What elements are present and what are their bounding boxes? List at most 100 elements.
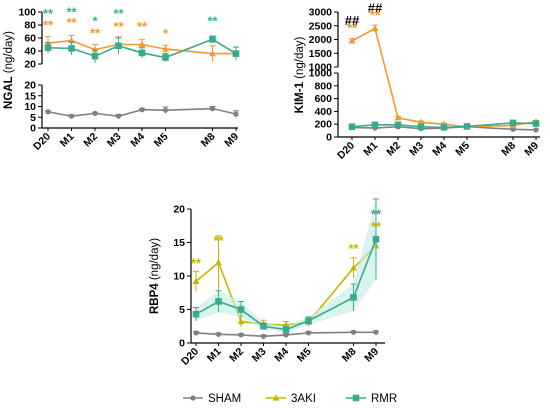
y-tick-label: 600 — [314, 93, 332, 105]
y-tick-label: 15 — [24, 90, 36, 102]
significance-annotation: ** — [348, 241, 359, 256]
x-tick-label: M5 — [295, 346, 314, 365]
data-point — [193, 330, 199, 336]
y-tick-label: 20 — [24, 59, 36, 71]
significance-annotation: ** — [43, 18, 54, 33]
legend-entry-rmr: RMR — [346, 393, 397, 405]
significance-annotation: ** — [347, 20, 358, 35]
y-tick-label: 0 — [326, 132, 332, 144]
data-point — [532, 120, 540, 127]
data-point — [238, 332, 244, 338]
x-tick-label: M4 — [430, 140, 449, 159]
data-point — [372, 235, 380, 243]
data-point — [45, 109, 51, 115]
x-tick-label: M2 — [81, 131, 100, 150]
series-line-sham — [195, 331, 376, 338]
data-point — [371, 121, 379, 129]
data-point — [44, 44, 52, 52]
series-line-rmr — [47, 38, 237, 59]
legend-marker — [190, 395, 196, 401]
data-point — [282, 326, 290, 333]
x-tick-label: M4 — [272, 346, 291, 365]
data-point — [260, 333, 267, 339]
y-tick-label: 10 — [24, 101, 36, 113]
significance-annotation: * — [163, 26, 169, 41]
y-tick-label: 800 — [314, 80, 332, 92]
data-point — [237, 317, 245, 325]
data-point — [162, 54, 169, 61]
data-point — [350, 294, 357, 301]
y-axis-label-unit: (ng/day) — [149, 238, 161, 284]
series-rmr — [44, 35, 240, 63]
significance-annotation: ** — [113, 19, 124, 34]
series-3aki — [348, 24, 540, 130]
significance-annotation: ** — [66, 15, 77, 30]
data-point — [209, 106, 216, 112]
y-axis-label-unit: (ng/day) — [294, 36, 306, 82]
data-point — [138, 40, 146, 48]
significance-annotation: ** — [90, 25, 101, 40]
series-sham — [193, 329, 379, 339]
x-tick-label: M9 — [362, 346, 381, 365]
data-point — [192, 310, 200, 318]
y-tick-label: 400 — [314, 106, 332, 118]
data-point — [115, 42, 122, 50]
significance-annotation: ** — [207, 14, 218, 29]
series-line-rmr — [195, 238, 377, 331]
data-point — [232, 50, 240, 57]
y-tick-label: 1000 — [309, 68, 333, 80]
x-tick-label: M5 — [453, 140, 472, 159]
data-point — [138, 49, 146, 57]
data-point — [209, 36, 216, 43]
y-axis-label: RBP4 (ng/day) — [149, 238, 161, 314]
significance-annotation: ** — [137, 19, 148, 34]
data-point — [260, 322, 267, 330]
y-tick-label: 40 — [24, 46, 36, 58]
data-point — [533, 127, 539, 133]
y-tick-label: 20 — [24, 80, 36, 92]
legend-label: 3AKI — [291, 393, 316, 405]
x-tick-label: M4 — [128, 131, 147, 150]
data-point — [283, 332, 289, 338]
data-point — [394, 121, 402, 129]
series-rmr — [192, 198, 380, 333]
data-point — [237, 306, 245, 313]
data-point — [162, 45, 169, 52]
data-point — [68, 113, 75, 119]
legend: SHAM 3AKI RMR — [183, 393, 397, 405]
significance-annotation: ** — [113, 6, 124, 21]
data-point — [209, 50, 216, 57]
significance-annotation: ** — [66, 5, 77, 20]
significance-annotation: ** — [43, 6, 54, 21]
series-rmr — [348, 119, 540, 131]
data-point — [115, 113, 122, 119]
significance-annotation: ## — [345, 13, 360, 28]
chart-panel-2: 0200400600800100010001500200025003000D20… — [294, 1, 541, 162]
data-point — [162, 107, 169, 113]
data-point — [440, 124, 448, 131]
data-point — [348, 37, 356, 44]
x-tick-label: M1 — [361, 140, 380, 159]
x-tick-label: M3 — [105, 131, 124, 150]
significance-annotation: ** — [191, 255, 202, 270]
y-axis-label-name: RBP4 — [149, 283, 161, 314]
significance-annotation: ** — [371, 206, 382, 221]
data-point — [91, 52, 99, 60]
y-tick-label: 2500 — [309, 20, 333, 32]
y-tick-label: 20 — [173, 204, 185, 216]
data-point — [373, 329, 379, 335]
data-point — [394, 114, 402, 121]
x-tick-label: D20 — [335, 140, 357, 162]
y-tick-label: 15 — [173, 237, 185, 249]
data-point — [192, 277, 200, 284]
y-axis-label: NGAL (ng/day) — [3, 31, 15, 109]
x-tick-label: M9 — [222, 131, 241, 150]
x-tick-label: M2 — [384, 140, 403, 159]
x-tick-label: M8 — [199, 131, 218, 150]
significance-annotation: ** — [213, 233, 224, 248]
rmr-error-band — [196, 198, 376, 333]
significance-annotation: ** — [371, 219, 382, 234]
series-line-sham — [351, 125, 537, 131]
